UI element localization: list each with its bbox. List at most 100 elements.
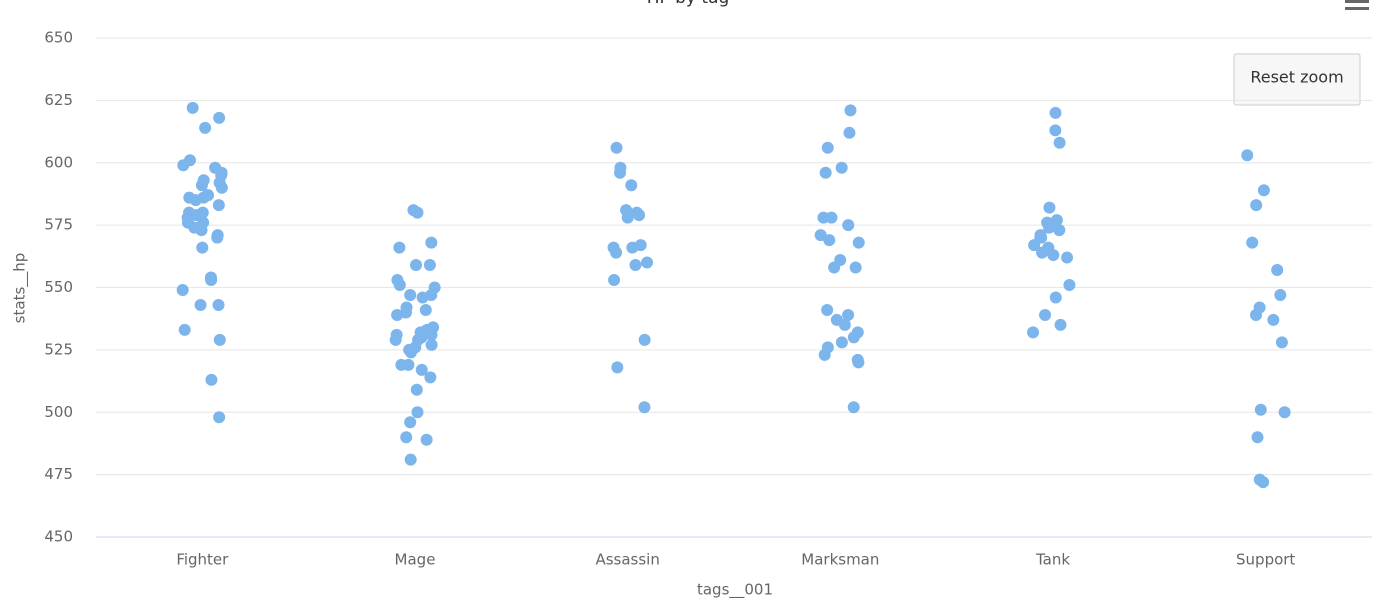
point [404, 453, 417, 466]
point [425, 236, 438, 249]
x-tick-label: Assassin [595, 551, 659, 569]
point [395, 358, 408, 371]
button-label: Reset zoom [1250, 68, 1343, 87]
point [629, 259, 642, 272]
point [425, 338, 438, 351]
point [614, 166, 627, 179]
point [821, 141, 834, 154]
x-tick-label: Mage [395, 551, 436, 569]
point [195, 224, 208, 237]
point [1049, 106, 1062, 119]
point [847, 331, 860, 344]
point [1251, 431, 1264, 444]
point [1241, 149, 1254, 162]
point [389, 333, 402, 346]
point [213, 411, 226, 424]
y-tick-label: 550 [44, 278, 73, 296]
point [1267, 313, 1280, 326]
menu-bar [1345, 7, 1369, 10]
point [194, 298, 207, 311]
point [821, 303, 834, 316]
point [189, 194, 202, 207]
point [1063, 279, 1076, 292]
y-tick-label: 450 [44, 528, 73, 546]
point [419, 303, 432, 316]
x-tick-label: Fighter [176, 551, 229, 569]
menu-icon[interactable] [1345, 0, 1369, 10]
x-axis-title: tags__001 [697, 581, 773, 600]
point [212, 199, 225, 212]
point [196, 241, 209, 254]
point [404, 416, 417, 429]
point [410, 259, 423, 272]
point [823, 234, 836, 247]
point [1275, 336, 1288, 349]
point [199, 121, 212, 134]
point [215, 181, 228, 194]
point [838, 318, 851, 331]
y-tick-label: 575 [44, 216, 73, 234]
point [835, 336, 848, 349]
button-bg [1233, 53, 1361, 106]
point [195, 179, 208, 192]
point [610, 141, 623, 154]
menu-bar [1345, 0, 1369, 3]
chart-title: HP by tag [647, 0, 730, 8]
point [1043, 221, 1056, 234]
point [817, 211, 830, 224]
point [393, 241, 406, 254]
point [1278, 406, 1291, 419]
point [638, 333, 651, 346]
point [1050, 214, 1063, 227]
point [186, 101, 199, 114]
point [610, 246, 623, 259]
point [847, 401, 860, 414]
point [842, 219, 855, 232]
point [393, 279, 406, 292]
point [423, 259, 436, 272]
x-tick-label: Marksman [801, 551, 879, 569]
x-tick-label: Support [1236, 551, 1295, 569]
point [404, 346, 417, 359]
point [608, 274, 621, 287]
point [1246, 236, 1259, 249]
point [415, 363, 428, 376]
point [1035, 231, 1048, 244]
point [211, 231, 224, 244]
point [213, 333, 226, 346]
point [178, 323, 191, 336]
point [1039, 308, 1052, 321]
point [1053, 136, 1066, 149]
y-tick-label: 625 [44, 91, 73, 109]
point [852, 356, 865, 369]
y-tick-label: 475 [44, 465, 73, 483]
y-tick-label: 600 [44, 153, 73, 171]
point [621, 211, 634, 224]
point [424, 371, 437, 384]
point [1061, 251, 1074, 264]
point [416, 291, 429, 304]
point [1047, 249, 1060, 262]
point [205, 274, 218, 287]
x-tick-label: Tank [1035, 551, 1070, 569]
point [212, 298, 225, 311]
point [1054, 318, 1067, 331]
point [1043, 201, 1056, 214]
point [1254, 403, 1267, 416]
point [1036, 246, 1049, 259]
point [411, 206, 424, 219]
point [411, 406, 424, 419]
reset-zoom-button[interactable]: Reset zoom [1233, 53, 1361, 106]
y-tick-label: 650 [44, 29, 73, 47]
point [844, 104, 857, 117]
point [425, 328, 438, 341]
point [205, 373, 218, 386]
point [1027, 326, 1040, 339]
point [1257, 184, 1270, 197]
point [828, 261, 841, 274]
point [404, 288, 417, 301]
point [843, 126, 856, 139]
point [420, 433, 433, 446]
